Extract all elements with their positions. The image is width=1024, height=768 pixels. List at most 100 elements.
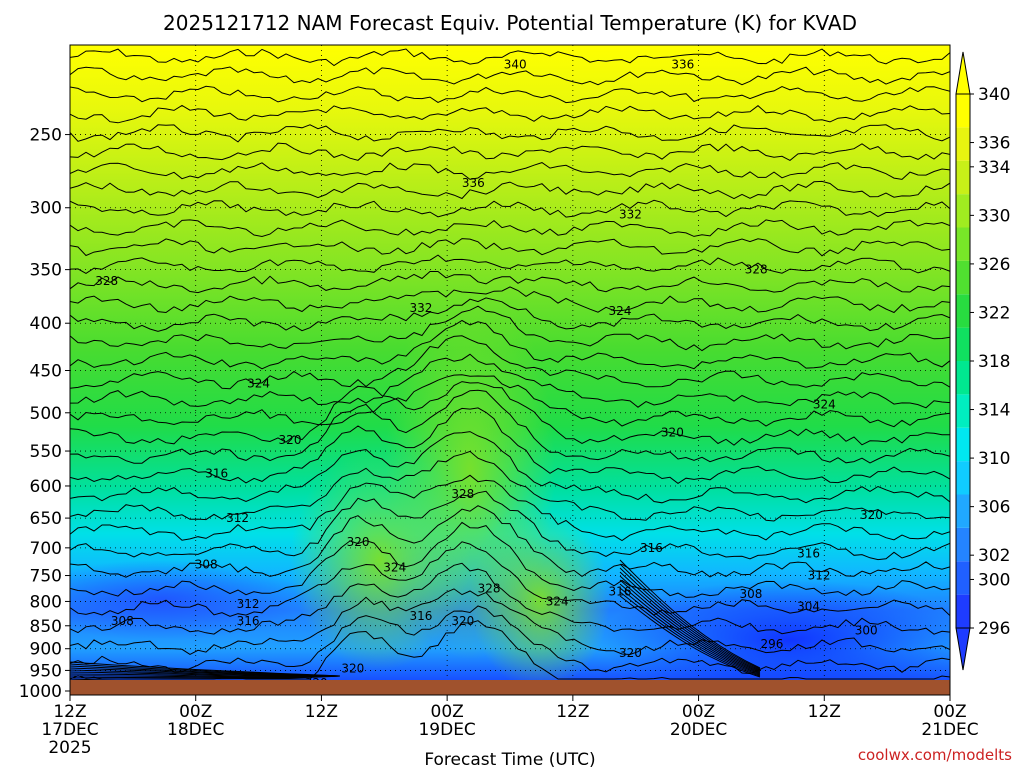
- colorbar-band: [956, 494, 970, 528]
- colorbar-band: [956, 594, 970, 628]
- x-tick-label1: 12Z: [53, 702, 86, 722]
- front-contour: [619, 583, 761, 675]
- contour-label: 312: [808, 569, 831, 583]
- contour-label: 316: [640, 541, 663, 555]
- moist-plume-3: [470, 510, 610, 680]
- contour-label: 316: [797, 547, 820, 561]
- contour-line: [70, 431, 950, 504]
- colorbar-label: 340: [978, 85, 1010, 105]
- contour-label: 328: [745, 263, 768, 277]
- y-tick-label: 850: [30, 617, 62, 637]
- contour-line: [70, 605, 950, 675]
- colorbar-band: [956, 294, 970, 328]
- contour-label: 320: [341, 661, 364, 675]
- front-contour: [619, 579, 761, 674]
- contour-line: [70, 319, 950, 370]
- x-tick-label2: 19DEC: [418, 720, 475, 740]
- contour-label: 324: [609, 304, 632, 318]
- contour-label: 320: [661, 425, 684, 439]
- contour-label: 308: [739, 587, 762, 601]
- contour-label: 324: [247, 377, 270, 391]
- x-tick-label1: 00Z: [682, 702, 715, 722]
- colorbar-label: 322: [978, 303, 1010, 323]
- colorbar-label: 306: [978, 498, 1010, 518]
- colorbar-band: [956, 361, 970, 395]
- y-tick-label: 700: [30, 539, 62, 559]
- colorbar-band: [956, 327, 970, 361]
- contour-label: 304: [797, 599, 820, 613]
- colorbar-band: [956, 461, 970, 495]
- y-tick-label: 750: [30, 567, 62, 587]
- colorbar-band: [956, 94, 970, 128]
- contour-line: [70, 219, 950, 238]
- contour-label: 316: [609, 584, 632, 598]
- contour-line: [70, 297, 950, 332]
- x-axis-label: Forecast Time (UTC): [424, 750, 595, 768]
- contour-lines: [70, 48, 950, 680]
- x-tick-label3: 2025: [48, 738, 91, 758]
- y-axis: 250 300 350 400 450 500 550 600 650 700 750 800 850 9…: [19, 126, 70, 702]
- contour-label: 312: [226, 511, 249, 525]
- contour-label: 320: [347, 535, 370, 549]
- contour-label: 296: [760, 637, 783, 651]
- x-tick-label1: 00Z: [179, 702, 212, 722]
- contour-label: 328: [95, 274, 118, 288]
- colorbar-label: 296: [978, 619, 1010, 639]
- colorbar-label: 314: [978, 401, 1010, 421]
- colorbar-band: [956, 527, 970, 562]
- colorbar-label: 310: [978, 449, 1010, 469]
- contour-line: [70, 490, 950, 561]
- colorbar-label: 302: [978, 546, 1010, 566]
- contour-line: [70, 305, 950, 352]
- colorbar-label: 336: [978, 134, 1010, 154]
- contour-label: 308: [195, 558, 218, 572]
- front-contour: [619, 571, 761, 672]
- contour-line: [70, 162, 950, 180]
- contour-line: [70, 381, 950, 446]
- x-tick-label1: 12Z: [305, 702, 338, 722]
- contour-label: 320: [305, 676, 328, 690]
- y-tick-label: 400: [30, 314, 62, 334]
- contour-label: 336: [462, 176, 485, 190]
- contour-line: [70, 142, 950, 161]
- contour-label: 324: [813, 398, 836, 412]
- y-tick-label: 250: [30, 126, 62, 146]
- front-contour: [619, 595, 761, 678]
- contour-label: 328: [478, 582, 501, 596]
- contour-line: [70, 407, 950, 485]
- contour-line: [70, 588, 950, 656]
- contour-label: 320: [279, 433, 302, 447]
- x-tick-label2: 21DEC: [921, 720, 978, 740]
- x-tick-label1: 12Z: [556, 702, 589, 722]
- contour-label: 340: [504, 58, 527, 72]
- y-tick-label: 900: [30, 640, 62, 660]
- y-tick-label: 550: [30, 442, 62, 462]
- contour-line: [70, 104, 950, 124]
- front-contour: [619, 559, 761, 669]
- y-tick-label: 1000: [19, 682, 62, 702]
- gridlines: [70, 45, 950, 680]
- y-tick-label: 450: [30, 361, 62, 381]
- contour-label: 328: [451, 487, 474, 501]
- contour-label: 320: [451, 614, 474, 628]
- contour-label: 320: [619, 646, 642, 660]
- front-contour: [619, 567, 761, 671]
- contour-label: 336: [671, 58, 694, 72]
- colorbar-band: [956, 160, 970, 195]
- chart-title: 2025121712 NAM Forecast Equiv. Potential…: [163, 11, 857, 35]
- front-contour: [619, 563, 761, 670]
- contour-label: 332: [619, 207, 642, 221]
- x-tick-label1: 00Z: [933, 702, 966, 722]
- contour-line: [70, 335, 950, 390]
- colorbar-max-arrow: [955, 51, 971, 95]
- contour-label: 332: [409, 301, 432, 315]
- contour-line: [70, 271, 950, 294]
- x-tick-label2: 20DEC: [670, 720, 727, 740]
- contour-label: 312: [226, 678, 249, 692]
- x-tick-label2: 17DEC: [41, 720, 98, 740]
- x-tick-label1: 00Z: [431, 702, 464, 722]
- contour-line: [70, 238, 950, 257]
- contour-line: [70, 286, 950, 314]
- moist-plume-2: [290, 450, 470, 670]
